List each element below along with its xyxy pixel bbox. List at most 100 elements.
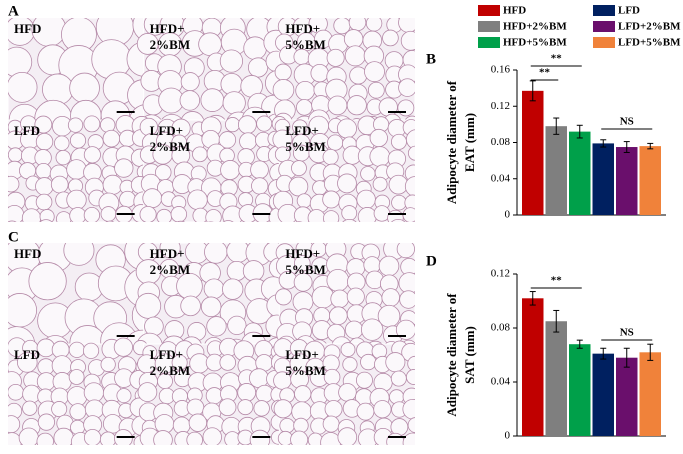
adipocyte (116, 388, 132, 404)
adipocyte (385, 352, 406, 373)
adipocyte (37, 413, 55, 431)
adipocyte (54, 135, 70, 151)
adipocyte (8, 71, 38, 103)
adipocyte (188, 224, 208, 244)
tile-label: 2%BM (150, 139, 190, 154)
adipocyte (105, 220, 115, 222)
adipocyte (21, 208, 42, 222)
adipocyte (288, 176, 309, 197)
adipocyte (399, 290, 415, 309)
adipocyte (323, 210, 340, 222)
adipocyte (256, 115, 273, 132)
adipocyte (203, 278, 225, 300)
adipocyte (99, 431, 117, 445)
adipocyte (382, 29, 399, 47)
adipocyte (18, 427, 39, 445)
legend-label: HFD+5%BM (503, 37, 567, 49)
adipocyte (89, 223, 104, 238)
adipocyte (279, 417, 295, 434)
adipocyte (141, 223, 156, 238)
adipocyte (71, 224, 86, 239)
tile-label: 5%BM (285, 363, 325, 378)
y-tick-label: 0.12 (491, 100, 510, 112)
tile-label: LFD+ (150, 347, 183, 362)
significance-label: ** (539, 67, 551, 79)
y-tick-label: 0.16 (491, 64, 511, 76)
adipocyte (342, 356, 358, 373)
y-axis-label: EAT (mm) (462, 113, 477, 172)
adipocyte (296, 99, 313, 116)
adipocyte (202, 427, 222, 445)
bar (592, 353, 614, 436)
legend-label: HFD+2%BM (503, 21, 567, 33)
adipocyte (291, 160, 307, 177)
bar (616, 357, 638, 436)
panel-label: B (426, 51, 436, 67)
adipocyte (243, 36, 267, 60)
adipocyte (341, 205, 358, 221)
adipocyte (330, 289, 349, 309)
adipocyte (404, 176, 415, 197)
legend-swatch (478, 37, 500, 48)
tile-label: HFD+ (150, 246, 185, 261)
adipocyte (83, 115, 101, 133)
bar (639, 146, 661, 215)
adipocyte (378, 255, 400, 277)
bar (569, 131, 591, 215)
adipocyte (170, 206, 188, 222)
adipocyte (237, 399, 254, 416)
legend-label: HFD (503, 5, 526, 17)
adipocyte (187, 189, 208, 211)
tile-label: 2%BM (150, 363, 190, 378)
adipocyte (323, 368, 341, 386)
adipocyte (275, 288, 293, 306)
adipocyte (139, 205, 157, 222)
adipocyte (179, 90, 201, 111)
adipocyte (376, 226, 391, 241)
adipocyte (200, 88, 225, 112)
adipocyte (296, 193, 312, 209)
adipocyte (55, 149, 71, 166)
adipocyte (20, 224, 36, 240)
adipocyte (39, 209, 55, 222)
tile-label: LFD+ (150, 123, 183, 138)
bar (522, 90, 544, 215)
adipocyte (357, 223, 375, 241)
adipocyte (405, 129, 415, 150)
adipocyte (363, 256, 381, 274)
legend-swatch (478, 5, 500, 16)
adipocyte (70, 419, 86, 435)
adipocyte (360, 353, 377, 371)
adipocyte (295, 221, 303, 222)
adipocyte (22, 400, 38, 416)
adipocyte (207, 221, 214, 222)
adipocyte (402, 398, 415, 420)
adipocyte (55, 211, 72, 222)
adipocyte (398, 78, 415, 97)
adipocyte (8, 415, 21, 434)
adipocyte (391, 194, 407, 211)
y-tick-label: 0.08 (491, 322, 511, 334)
y-axis-label: Adipocyte diameter of (444, 80, 459, 204)
adipocyte (114, 429, 133, 445)
y-tick-label: 0.12 (491, 268, 510, 280)
adipocyte (342, 218, 357, 222)
adipocyte (8, 220, 17, 222)
bar (545, 126, 567, 215)
adipocyte (356, 189, 376, 210)
adipocyte (357, 207, 377, 222)
adipocyte (326, 269, 350, 292)
adipocyte (135, 292, 162, 319)
adipocyte (200, 296, 222, 318)
adipocyte (218, 398, 237, 417)
adipocyte (222, 91, 246, 115)
adipocyte (356, 402, 375, 421)
adipocyte (134, 223, 153, 242)
adipocyte (242, 260, 265, 282)
adipocyte (365, 18, 383, 32)
adipocyte (405, 226, 421, 242)
adipocyte (17, 352, 38, 373)
adipocyte (220, 160, 241, 181)
adipocyte (186, 398, 205, 417)
adipocyte (69, 72, 100, 104)
